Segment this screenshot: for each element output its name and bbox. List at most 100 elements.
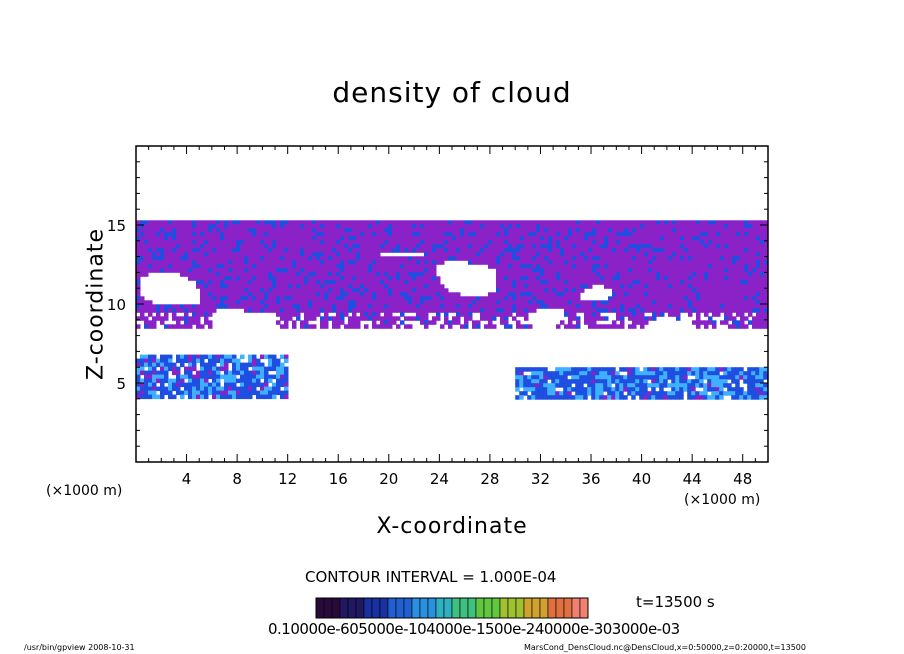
- density-cell: [248, 276, 253, 281]
- density-cell: [736, 228, 741, 233]
- density-cell: [568, 236, 573, 241]
- density-cell: [256, 224, 261, 229]
- density-cell: [575, 391, 580, 396]
- density-cell: [528, 296, 533, 301]
- density-cell: [432, 320, 437, 325]
- density-cell: [208, 320, 213, 325]
- density-cell: [760, 268, 765, 273]
- density-cell: [452, 232, 457, 237]
- density-cell: [556, 292, 561, 297]
- density-cell: [216, 228, 221, 233]
- density-cell: [760, 224, 765, 229]
- density-cell: [492, 324, 497, 329]
- density-cell: [760, 284, 765, 289]
- density-cell: [628, 292, 633, 297]
- density-cell: [428, 284, 433, 289]
- density-cell: [520, 304, 525, 309]
- density-cell: [620, 248, 625, 253]
- density-cell: [260, 268, 265, 273]
- density-cell: [364, 256, 369, 261]
- density-cell: [172, 264, 177, 269]
- density-cell: [648, 264, 653, 269]
- density-cell: [356, 240, 361, 245]
- density-cell: [388, 316, 393, 321]
- density-cell: [555, 379, 560, 384]
- density-cell: [140, 252, 145, 257]
- density-cell: [587, 371, 592, 376]
- density-cell: [636, 252, 641, 257]
- density-cell: [612, 224, 617, 229]
- density-cell: [284, 320, 289, 325]
- density-cell: [216, 378, 221, 384]
- density-cell: [260, 256, 265, 261]
- density-cell: [472, 232, 477, 237]
- density-cell: [544, 288, 549, 293]
- density-cell: [372, 296, 377, 301]
- density-cell: [715, 371, 720, 376]
- density-cell: [188, 276, 193, 281]
- density-cell: [563, 375, 568, 380]
- density-cell: [400, 240, 405, 245]
- density-cell: [540, 252, 545, 257]
- density-cell: [192, 386, 197, 392]
- density-cell: [579, 387, 584, 392]
- density-cell: [564, 304, 569, 309]
- density-cell: [296, 280, 301, 285]
- density-cell: [532, 248, 537, 253]
- density-cell: [408, 244, 413, 249]
- density-cell: [548, 224, 553, 229]
- x-axis-ticks: 4 8 12 16 20 24 28 32 36 40 44 48: [148, 146, 756, 488]
- density-cell: [244, 248, 249, 253]
- density-cell: [324, 292, 329, 297]
- density-cell: [528, 284, 533, 289]
- density-cell: [624, 252, 629, 257]
- density-cell: [292, 272, 297, 277]
- density-cell: [600, 252, 605, 257]
- density-cell: [684, 280, 689, 285]
- density-cell: [444, 288, 449, 293]
- density-cell: [364, 292, 369, 297]
- density-cell: [416, 220, 421, 225]
- density-cell: [376, 304, 381, 309]
- density-cell: [760, 312, 765, 317]
- density-cell: [612, 240, 617, 245]
- density-cell: [740, 284, 745, 289]
- density-cell: [284, 236, 289, 241]
- density-cell: [232, 244, 237, 249]
- density-cell: [668, 224, 673, 229]
- density-cell: [508, 268, 513, 273]
- density-cell: [204, 244, 209, 249]
- density-cell: [739, 395, 744, 400]
- density-cell: [676, 276, 681, 281]
- density-cell: [344, 280, 349, 285]
- density-cell: [380, 224, 385, 229]
- density-cell: [268, 256, 273, 261]
- density-cell: [148, 220, 153, 225]
- density-cell: [432, 232, 437, 237]
- density-cell: [699, 391, 704, 396]
- density-cell: [712, 324, 717, 329]
- density-cell: [532, 228, 537, 233]
- density-cell: [656, 312, 661, 317]
- density-cell: [264, 248, 269, 253]
- density-cell: [316, 292, 321, 297]
- density-cell: [256, 220, 261, 225]
- colorbar-swatch: [435, 597, 445, 619]
- density-cell: [196, 324, 201, 329]
- density-cell: [200, 272, 205, 277]
- density-cell: [396, 256, 401, 261]
- density-cell: [316, 312, 321, 317]
- density-cell: [276, 362, 281, 368]
- density-cell: [384, 308, 389, 313]
- density-cell: [668, 264, 673, 269]
- density-cell: [764, 256, 768, 261]
- density-cell: [600, 236, 605, 241]
- density-cell: [535, 379, 540, 384]
- density-cell: [740, 308, 745, 313]
- density-cell: [144, 316, 149, 321]
- density-cell: [596, 232, 601, 237]
- density-cell: [536, 244, 541, 249]
- density-cell: [264, 268, 269, 273]
- density-cell: [515, 395, 520, 400]
- density-cell: [140, 358, 145, 364]
